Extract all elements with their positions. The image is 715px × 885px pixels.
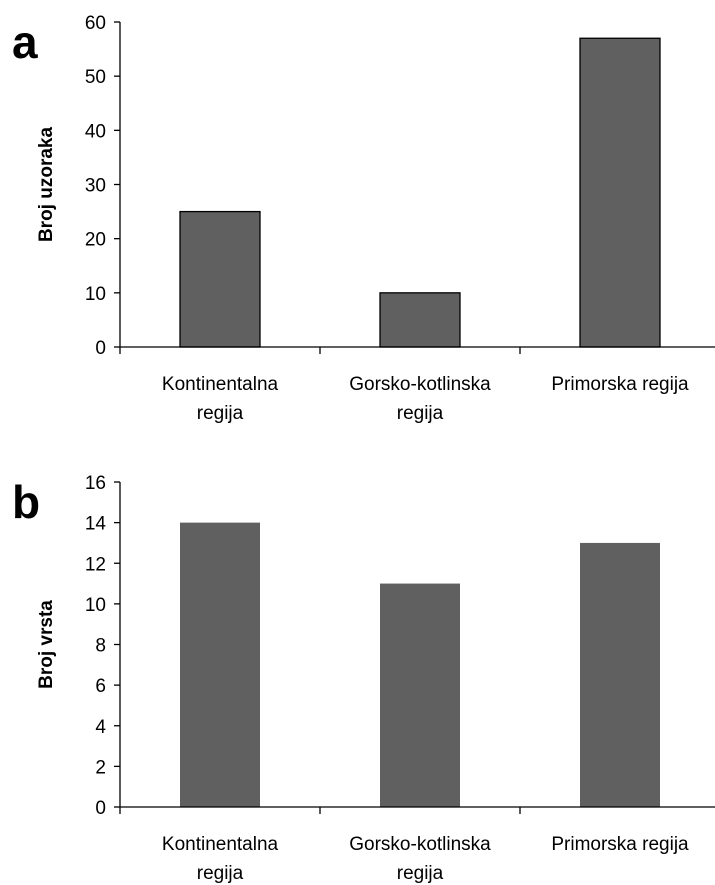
x-tick-label: Gorsko-kotlinska regija [349, 834, 491, 884]
bar [380, 583, 460, 807]
x-tick-label-line: regija [197, 863, 244, 884]
x-tick-label: Primorska regija [551, 374, 689, 395]
y-tick-label: 10 [85, 284, 106, 305]
y-axis-label: Broj vrsta [36, 600, 57, 689]
y-tick-label: 2 [95, 757, 106, 778]
y-axis-label: Broj uzoraka [36, 127, 57, 243]
y-tick-label: 60 [85, 13, 106, 34]
panel-letter: a [12, 16, 38, 68]
x-tick-label-line: regija [397, 863, 444, 884]
panel-letter: b [12, 476, 40, 528]
x-tick-label-line: Kontinentalna [162, 834, 279, 855]
x-tick-label: Gorsko-kotlinska regija [349, 374, 491, 424]
bar [179, 210, 261, 348]
x-tick-label-line: Gorsko-kotlinska [349, 374, 491, 395]
panel-a: a Broj uzoraka 0 10 20 30 40 50 60 Kontinentalna r… [12, 13, 715, 424]
y-tick-label: 10 [85, 595, 106, 616]
y-tick-label: 0 [95, 798, 106, 819]
x-tick-label-line: Gorsko-kotlinska [349, 834, 491, 855]
bar [579, 37, 661, 348]
x-tick-label-line: Primorska regija [551, 834, 689, 855]
y-tick-label: 14 [85, 514, 107, 535]
x-tick-label-line: Kontinentalna [162, 374, 279, 395]
bar [580, 542, 660, 807]
x-tick-label-line: Primorska regija [551, 374, 689, 395]
y-tick-label: 8 [95, 636, 106, 657]
y-tick-label: 12 [85, 554, 106, 575]
x-tick-label: Primorska regija [551, 834, 689, 855]
x-tick-label-line: regija [197, 403, 244, 424]
y-tick-label: 40 [85, 121, 106, 142]
bar [180, 522, 260, 807]
bar [379, 292, 461, 348]
y-tick-label: 0 [95, 338, 106, 359]
y-tick-label: 50 [85, 67, 106, 88]
panel-b: b Broj vrsta 0 2 4 6 8 10 12 14 16 Kontinentalna reg… [12, 473, 715, 884]
x-tick-label: Kontinentalna regija [162, 374, 279, 424]
y-tick-label: 30 [85, 176, 106, 197]
x-tick-label-line: regija [397, 403, 444, 424]
y-tick-label: 16 [85, 473, 106, 494]
x-tick-label: Kontinentalna regija [162, 834, 279, 884]
y-tick-label: 20 [85, 230, 106, 251]
y-tick-label: 6 [95, 676, 106, 697]
y-tick-label: 4 [95, 717, 106, 738]
